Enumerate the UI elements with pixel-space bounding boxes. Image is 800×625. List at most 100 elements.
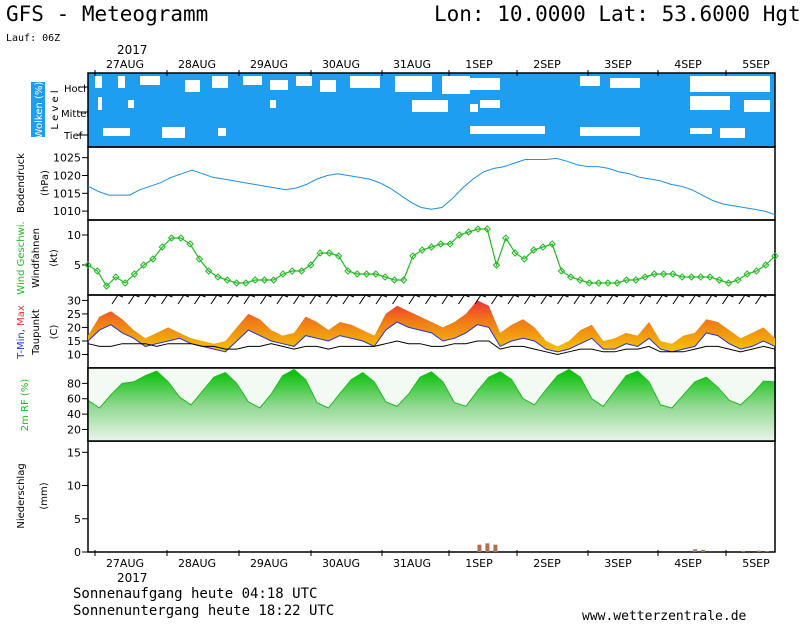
wind-point (594, 279, 603, 287)
wind-barb-flag (662, 294, 668, 298)
wind-barb (128, 294, 135, 305)
precip-bar (485, 543, 490, 552)
wind-barb (491, 294, 498, 305)
wind-barb (227, 294, 234, 305)
temperature-tick-label: 30 (67, 294, 81, 307)
wind-barb-flag (266, 294, 272, 298)
wind-barb (639, 294, 647, 305)
source-link[interactable]: www.wetterzentrale.de (582, 609, 747, 624)
wind-point (316, 249, 324, 257)
cloud-gap (744, 100, 770, 112)
wind-point (669, 270, 677, 278)
wind-point (502, 234, 510, 242)
wind-barb-flag (233, 294, 239, 298)
wind-barb-flag (249, 294, 256, 298)
wind-barb (392, 294, 399, 305)
wind-point (288, 267, 296, 275)
wind-point (437, 240, 445, 248)
dewpoint-label: Taupunkt (31, 309, 42, 356)
wind-barb-flag (414, 294, 421, 298)
cloud-gap (395, 76, 432, 92)
wind-barb (144, 294, 152, 305)
cloud-gap (212, 76, 228, 88)
humidity-area (87, 368, 776, 442)
wind-line (87, 228, 776, 287)
humidity-tick-label: 40 (67, 408, 81, 421)
wind-barb (177, 294, 185, 305)
cloud-gap (470, 104, 478, 112)
wind-point (204, 267, 213, 275)
wind-barb-flag (431, 294, 437, 298)
wind-point (539, 243, 547, 251)
wind-barb-flag (183, 294, 190, 298)
level-low: Tief (63, 131, 83, 142)
wind-point (752, 267, 761, 275)
cloud-gap (412, 100, 448, 112)
wind-barb-flag (546, 294, 553, 298)
wind-point (167, 234, 176, 242)
wind-barb (755, 294, 762, 305)
date-label-top: 30AUG (322, 58, 360, 71)
wind-barb-flag (348, 294, 355, 298)
wind-barb-flag (711, 294, 718, 298)
wind-barb (326, 294, 333, 305)
wind-point (724, 279, 733, 287)
date-label-bottom: 1SEP (465, 557, 493, 570)
wind-point (297, 267, 306, 275)
date-label-top: 31AUG (393, 58, 431, 71)
precip-tick-label: 0 (74, 546, 81, 559)
precip-unit-label: (mm) (39, 482, 50, 509)
wind-barb-flag (629, 294, 635, 298)
precip-bar (765, 551, 770, 552)
wind-barb (210, 294, 218, 305)
wind-barb (705, 294, 713, 305)
wind-barb-flag (513, 294, 520, 298)
wind-point (455, 231, 464, 239)
wind-point (362, 270, 371, 278)
cloud-gap (320, 80, 336, 92)
pressure-tick-label: 1010 (53, 205, 81, 218)
wind-point (492, 261, 501, 269)
wind-frame (87, 219, 776, 296)
wind-barb (111, 294, 119, 305)
cloud-level-label: L e v e l (50, 90, 61, 129)
date-label-bottom: 28AUG (178, 557, 216, 570)
wind-barb-flag (612, 294, 619, 298)
wind-point (334, 252, 343, 260)
wind-barb-flag (150, 294, 157, 298)
wind-point (576, 276, 584, 284)
cloud-gap (442, 76, 470, 94)
wind-point (381, 273, 389, 281)
date-label-bottom: 31AUG (393, 557, 431, 570)
date-label-bottom: 3SEP (604, 557, 632, 570)
wind-barb (623, 294, 630, 305)
wind-barb-flag (497, 294, 503, 298)
wind-barb (672, 294, 680, 305)
page-title: GFS - Meteogramm (6, 2, 209, 26)
temperature-tick-label: 20 (67, 321, 81, 334)
wind-barb (540, 294, 548, 305)
cloud-gap (95, 76, 102, 88)
location-info: Lon: 10.0000 Lat: 53.6000 Hgt: 2 (434, 2, 800, 26)
wind-point (130, 270, 139, 278)
wind-barb-flag (365, 294, 371, 298)
cloud-axis-label: Wolken (%) (34, 82, 45, 139)
wind-point (232, 279, 241, 287)
wind-barb (408, 294, 416, 305)
humidity-tick-label: 60 (67, 393, 81, 406)
wind-point (697, 273, 705, 281)
wind-point (427, 243, 436, 251)
date-label-bottom: 30AUG (322, 557, 360, 570)
wind-point (762, 261, 770, 269)
cloud-gap (720, 128, 745, 138)
wind-barb (260, 294, 267, 305)
pressure-axis-label: Bodendruck (16, 153, 27, 213)
wind-point (325, 249, 334, 257)
wind-point (520, 255, 529, 263)
year-label-top: 2017 (117, 43, 148, 57)
date-label-bottom: 5SEP (742, 557, 770, 570)
sunrise-text: Sonnenaufgang heute 04:18 UTC (73, 586, 318, 602)
wind-point (641, 273, 649, 281)
wind-barb (458, 294, 465, 305)
date-label-top: 1SEP (465, 58, 493, 71)
